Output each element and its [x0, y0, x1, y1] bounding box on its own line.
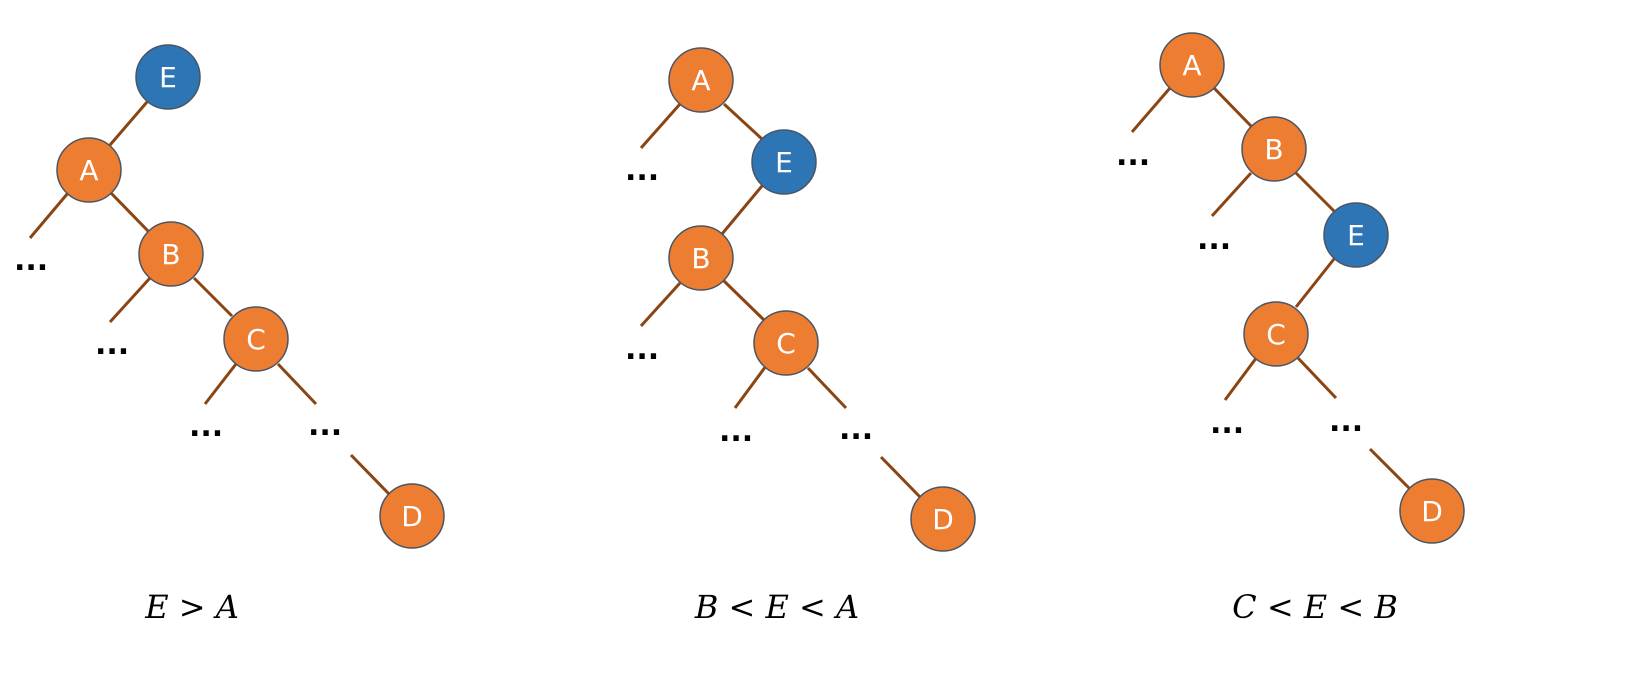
node-d-circle	[910, 486, 976, 552]
node-c: C	[1243, 301, 1309, 367]
node-d-circle	[1399, 478, 1465, 544]
node-e-label: E	[1347, 219, 1365, 252]
node-c-label: C	[776, 327, 796, 360]
edge-c-left-stub	[203, 363, 238, 405]
edge-c-left-stub	[1223, 356, 1259, 401]
node-d-label: D	[1421, 495, 1443, 528]
node-a-label: A	[1182, 49, 1201, 82]
edge-c-right-stub	[806, 366, 848, 410]
edge-a-to-b	[1212, 86, 1254, 129]
node-e: E	[1323, 202, 1389, 268]
node-d-label: D	[401, 500, 423, 533]
edge-a-to-e	[108, 101, 149, 146]
edge-b-to-c	[192, 276, 234, 318]
node-b-circle	[668, 225, 734, 291]
edge-c-right-stub	[1296, 356, 1338, 400]
edge-b-left-stub	[1210, 171, 1253, 218]
edge-c-left-stub	[733, 365, 768, 409]
ellipsis-subtree: ...	[95, 327, 129, 362]
node-c: C	[753, 310, 819, 376]
node-b: B	[138, 221, 204, 287]
diagram-1: ... ... ... ... E A B C D E > A	[14, 44, 445, 626]
edge-d-parent-stub	[1368, 447, 1412, 491]
node-d: D	[1399, 478, 1465, 544]
ellipsis-subtree: ...	[308, 408, 342, 443]
node-b-circle	[138, 221, 204, 287]
diagram-3: ... ... ... ... A B E C D C < E < B	[1116, 32, 1465, 626]
edge-b-to-c	[722, 279, 766, 322]
ellipsis-subtree: ...	[189, 409, 223, 444]
node-c-circle	[1243, 301, 1309, 367]
node-b-label: B	[691, 242, 710, 275]
caption: C < E < B	[1232, 588, 1398, 626]
ellipsis-subtree: ...	[625, 332, 659, 367]
edge-b-left-stub	[639, 281, 682, 328]
node-b: B	[1241, 116, 1307, 182]
caption: E > A	[144, 588, 239, 626]
node-c-label: C	[1266, 318, 1286, 351]
node-a: A	[668, 47, 734, 113]
node-a-circle	[56, 137, 122, 203]
node-a-circle	[1159, 32, 1225, 98]
edge-e-to-c	[1294, 258, 1336, 308]
caption: B < E < A	[694, 588, 859, 626]
node-c-label: C	[246, 323, 266, 356]
node-e-circle	[751, 129, 817, 195]
node-e-label: E	[159, 61, 177, 94]
ellipsis-subtree: ...	[1116, 138, 1150, 173]
diagram-2: ... ... ... ... A E B C D B < E < A	[625, 47, 976, 626]
node-a: A	[56, 137, 122, 203]
ellipsis-subtree: ...	[839, 412, 873, 447]
node-d: D	[910, 486, 976, 552]
node-a-circle	[668, 47, 734, 113]
node-c-circle	[753, 310, 819, 376]
node-a: A	[1159, 32, 1225, 98]
edge-e-to-b	[720, 185, 764, 235]
ellipsis-subtree: ...	[1197, 222, 1231, 257]
edge-a-to-b	[109, 191, 150, 233]
edge-a-left-stub	[28, 192, 70, 239]
edge-d-parent-stub	[879, 455, 922, 499]
node-c-circle	[223, 306, 289, 372]
edge-b-to-e	[1294, 171, 1337, 214]
node-e: E	[135, 44, 201, 110]
ellipsis-subtree: ...	[719, 414, 753, 449]
edge-c-right-stub	[276, 362, 318, 406]
edge-a-to-e	[722, 102, 764, 141]
node-b: B	[668, 225, 734, 291]
ellipsis-subtree: ...	[1210, 406, 1244, 441]
edge-a-left-stub	[639, 103, 682, 149]
ellipsis-subtree: ...	[1329, 404, 1363, 439]
node-b-label: B	[161, 238, 180, 271]
node-c: C	[223, 306, 289, 372]
ellipsis-subtree: ...	[625, 153, 659, 188]
edge-d-parent-stub	[349, 453, 391, 496]
node-b-label: B	[1264, 133, 1283, 166]
node-d-circle	[379, 483, 445, 549]
edge-b-left-stub	[108, 276, 152, 324]
node-d-label: D	[932, 503, 954, 536]
node-d: D	[379, 483, 445, 549]
node-e-circle	[1323, 202, 1389, 268]
node-a-label: A	[79, 154, 98, 187]
node-b-circle	[1241, 116, 1307, 182]
node-a-label: A	[691, 64, 710, 97]
node-e-label: E	[775, 146, 793, 179]
node-e: E	[751, 129, 817, 195]
node-e-circle	[135, 44, 201, 110]
ellipsis-subtree: ...	[14, 243, 48, 278]
edge-a-left-stub	[1130, 87, 1172, 133]
